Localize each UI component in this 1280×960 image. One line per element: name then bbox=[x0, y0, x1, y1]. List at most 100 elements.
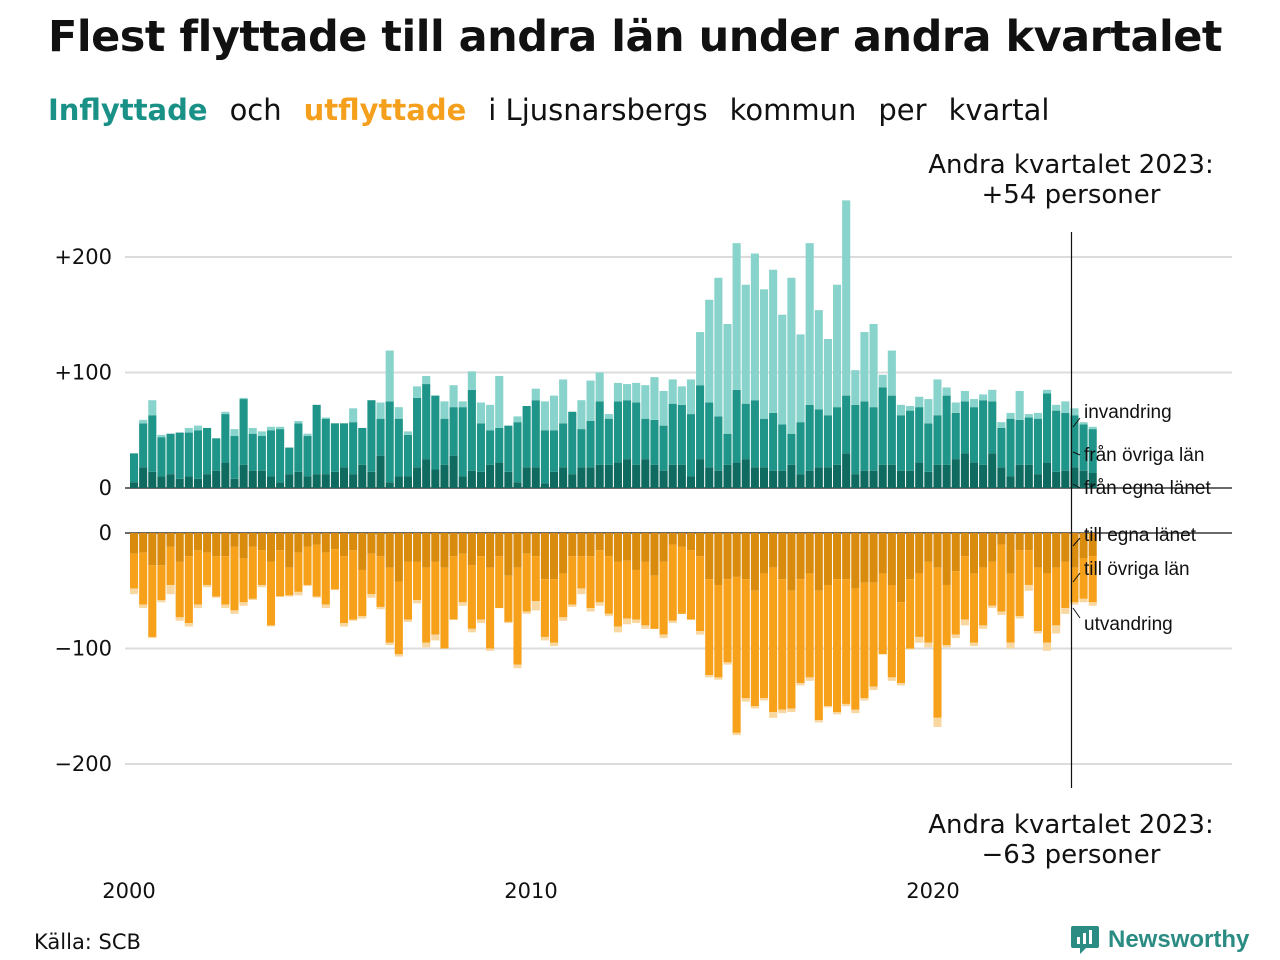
bar-out-1-14 bbox=[257, 550, 266, 585]
bar-in-1-98 bbox=[1024, 417, 1033, 465]
bar-out-0-19 bbox=[303, 533, 312, 547]
bar-in-2-93 bbox=[979, 394, 988, 401]
bar-in-0-96 bbox=[1006, 476, 1015, 488]
bar-in-0-31 bbox=[413, 467, 422, 488]
annotation-top: Andra kvartalet 2023: +54 personer bbox=[926, 150, 1216, 210]
bar-in-2-73 bbox=[796, 334, 805, 423]
bar-in-0-23 bbox=[339, 467, 349, 488]
bar-out-1-35 bbox=[449, 556, 458, 620]
y-tick-in-0: +200 bbox=[54, 245, 112, 269]
bar-out-1-65 bbox=[723, 579, 732, 663]
bar-out-2-48 bbox=[568, 604, 577, 607]
series-label-out-1: till övriga län bbox=[1084, 559, 1190, 580]
bar-out-1-21 bbox=[321, 552, 330, 605]
bar-out-0-95 bbox=[997, 533, 1006, 545]
series-label-out-0: till egna länet bbox=[1084, 525, 1197, 546]
bar-out-1-40 bbox=[495, 556, 504, 609]
bar-in-1-60 bbox=[677, 404, 686, 465]
y-tick-out-2: −200 bbox=[54, 752, 112, 776]
bar-in-2-91 bbox=[960, 390, 969, 402]
bar-in-1-62 bbox=[696, 385, 705, 460]
bar-out-2-66 bbox=[732, 732, 741, 736]
bar-out-0-66 bbox=[732, 533, 741, 577]
bar-out-1-75 bbox=[814, 590, 823, 721]
bar-out-0-65 bbox=[723, 533, 732, 580]
bar-out-2-96 bbox=[1006, 642, 1015, 649]
bar-in-2-45 bbox=[540, 401, 549, 431]
bar-out-1-55 bbox=[632, 569, 641, 620]
bar-out-0-103 bbox=[1070, 533, 1079, 568]
bar-in-1-34 bbox=[440, 418, 449, 465]
bar-in-0-11 bbox=[230, 478, 239, 488]
bar-in-2-88 bbox=[933, 379, 942, 416]
bar-in-1-15 bbox=[266, 430, 276, 477]
bar-out-2-52 bbox=[604, 613, 613, 617]
bar-in-2-97 bbox=[1015, 390, 1024, 420]
bar-out-0-53 bbox=[613, 533, 622, 562]
bar-out-1-90 bbox=[951, 571, 960, 635]
bar-in-1-94 bbox=[988, 401, 997, 454]
bar-in-2-71 bbox=[778, 314, 787, 425]
bar-in-1-68 bbox=[750, 400, 759, 468]
x-tick-0: 2000 bbox=[102, 879, 155, 903]
bar-in-0-79 bbox=[851, 474, 860, 488]
bar-in-0-44 bbox=[531, 467, 540, 488]
bar-in-2-7 bbox=[193, 425, 203, 431]
bar-in-2-90 bbox=[951, 402, 960, 413]
bar-in-0-29 bbox=[394, 476, 403, 488]
bar-in-1-104 bbox=[1079, 424, 1088, 471]
bar-in-0-5 bbox=[175, 478, 184, 488]
bar-in-0-8 bbox=[203, 474, 212, 488]
bar-in-0-14 bbox=[257, 470, 266, 488]
bar-out-1-80 bbox=[860, 582, 869, 699]
bar-out-0-45 bbox=[540, 533, 549, 580]
bar-out-2-4 bbox=[166, 584, 175, 595]
bar-in-2-13 bbox=[248, 427, 257, 434]
bar-in-1-102 bbox=[1061, 412, 1070, 471]
bar-out-0-17 bbox=[285, 533, 294, 568]
bar-in-0-47 bbox=[559, 467, 568, 488]
bar-in-0-46 bbox=[549, 471, 559, 488]
bar-out-0-59 bbox=[668, 533, 677, 545]
bar-out-2-19 bbox=[303, 584, 312, 587]
bar-in-1-51 bbox=[595, 401, 604, 465]
bar-out-1-29 bbox=[394, 581, 403, 655]
bar-in-0-20 bbox=[312, 474, 321, 488]
bar-out-2-93 bbox=[979, 625, 988, 629]
bar-out-0-43 bbox=[522, 533, 531, 554]
bar-out-2-20 bbox=[312, 596, 321, 598]
bar-out-2-11 bbox=[230, 610, 239, 614]
bar-out-0-7 bbox=[193, 533, 203, 551]
bar-in-1-55 bbox=[632, 402, 641, 465]
bar-in-2-72 bbox=[787, 277, 796, 434]
bar-out-2-13 bbox=[248, 598, 257, 600]
leader-in-2 bbox=[1072, 483, 1081, 489]
bar-in-2-63 bbox=[705, 299, 714, 403]
bar-in-1-86 bbox=[915, 407, 924, 463]
bar-in-0-89 bbox=[942, 464, 951, 488]
bar-out-2-2 bbox=[148, 636, 157, 639]
bar-out-0-56 bbox=[641, 533, 650, 562]
bar-in-2-100 bbox=[1043, 389, 1052, 394]
bar-in-1-78 bbox=[842, 395, 851, 454]
bar-out-0-49 bbox=[577, 533, 586, 557]
bar-out-0-76 bbox=[823, 533, 832, 585]
bar-in-1-22 bbox=[330, 423, 339, 472]
bar-in-2-66 bbox=[732, 243, 741, 390]
bar-in-0-88 bbox=[933, 464, 942, 488]
bar-out-2-86 bbox=[915, 636, 924, 643]
bar-out-2-38 bbox=[476, 619, 486, 624]
bar-in-0-18 bbox=[294, 471, 303, 488]
bar-in-1-103 bbox=[1070, 415, 1079, 468]
bar-in-0-63 bbox=[705, 467, 714, 488]
bar-out-0-10 bbox=[221, 533, 230, 557]
bar-in-0-100 bbox=[1043, 462, 1052, 488]
bar-out-2-21 bbox=[321, 604, 330, 609]
bar-in-1-9 bbox=[212, 438, 221, 471]
bar-in-0-83 bbox=[887, 464, 896, 488]
bar-in-0-17 bbox=[285, 474, 294, 488]
bar-in-1-1 bbox=[139, 423, 148, 468]
bar-out-2-36 bbox=[458, 602, 467, 606]
bar-in-2-28 bbox=[385, 350, 394, 402]
bar-in-2-101 bbox=[1052, 404, 1061, 411]
